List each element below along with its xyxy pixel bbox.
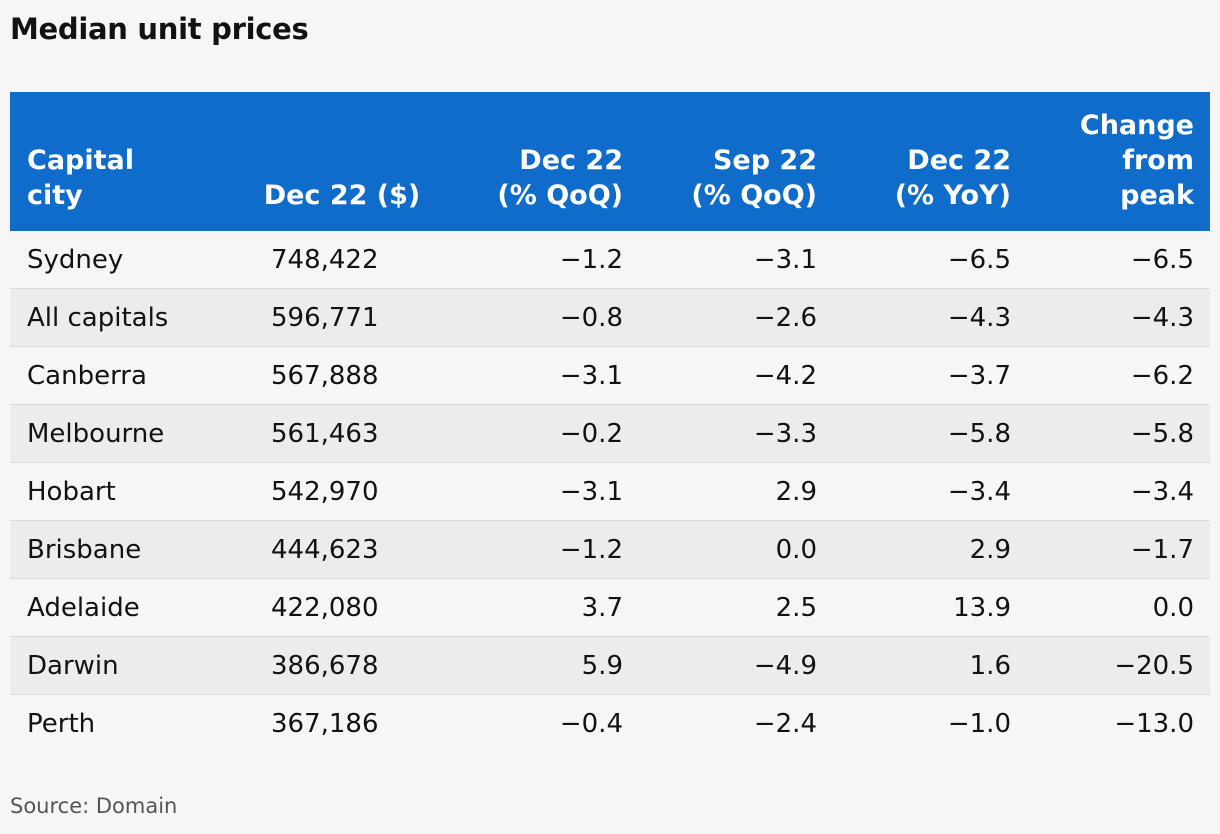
cell-capital-city: Perth (10, 694, 252, 752)
cell-change-from-peak: 0.0 (1011, 578, 1210, 637)
cell-capital-city: Canberra (10, 346, 252, 405)
table-row: All capitals 596,771 −0.8 −2.6 −4.3 −4.3 (10, 288, 1210, 347)
cell-capital-city: Hobart (10, 462, 252, 521)
cell-sep22-qoq: 2.9 (623, 462, 817, 521)
cell-dec22-price: 561,463 (252, 404, 432, 463)
table-body: Sydney 748,422 −1.2 −3.1 −6.5 −6.5 All capital… (10, 231, 1210, 752)
cell-sep22-qoq: −2.6 (623, 288, 817, 347)
column-header-line: (% QoQ) (691, 180, 817, 211)
column-header-line: from (1122, 145, 1194, 176)
column-header-line: Dec 22 (907, 145, 1011, 176)
column-header-line: (% YoY) (894, 180, 1011, 211)
cell-dec22-price: 422,080 (252, 578, 432, 637)
cell-dec22-qoq: −3.1 (432, 346, 623, 405)
chart-title: Median unit prices (10, 12, 309, 46)
table-row: Canberra 567,888 −3.1 −4.2 −3.7 −6.2 (10, 346, 1210, 405)
cell-dec22-qoq: −1.2 (432, 520, 623, 579)
cell-capital-city: Melbourne (10, 404, 252, 463)
cell-change-from-peak: −6.2 (1011, 346, 1210, 405)
cell-change-from-peak: −6.5 (1011, 231, 1210, 289)
cell-change-from-peak: −5.8 (1011, 404, 1210, 463)
column-header-line: city (27, 180, 83, 211)
cell-sep22-qoq: 0.0 (623, 520, 817, 579)
cell-dec22-yoy: −1.0 (817, 694, 1011, 752)
table-row: Hobart 542,970 −3.1 2.9 −3.4 −3.4 (10, 462, 1210, 521)
cell-sep22-qoq: −4.9 (623, 636, 817, 695)
source-note: Source: Domain (10, 794, 178, 818)
cell-change-from-peak: −20.5 (1011, 636, 1210, 695)
cell-dec22-yoy: 1.6 (817, 636, 1011, 695)
cell-dec22-price: 444,623 (252, 520, 432, 579)
cell-dec22-yoy: 13.9 (817, 578, 1011, 637)
cell-dec22-qoq: 3.7 (432, 578, 623, 637)
cell-dec22-yoy: 2.9 (817, 520, 1011, 579)
cell-dec22-price: 596,771 (252, 288, 432, 347)
column-header-dec22-yoy: Dec 22 (% YoY) (817, 92, 1011, 231)
cell-dec22-yoy: −3.7 (817, 346, 1011, 405)
column-header-line: Dec 22 (519, 145, 623, 176)
cell-dec22-qoq: 5.9 (432, 636, 623, 695)
column-header-line: Dec 22 ($) (263, 180, 421, 211)
cell-dec22-price: 542,970 (252, 462, 432, 521)
cell-sep22-qoq: −4.2 (623, 346, 817, 405)
cell-capital-city: Sydney (10, 231, 252, 289)
cell-capital-city: Adelaide (10, 578, 252, 637)
cell-dec22-qoq: −3.1 (432, 462, 623, 521)
cell-dec22-qoq: −0.8 (432, 288, 623, 347)
column-header-line: Change (1079, 110, 1194, 141)
table-row: Brisbane 444,623 −1.2 0.0 2.9 −1.7 (10, 520, 1210, 579)
cell-dec22-price: 367,186 (252, 694, 432, 752)
cell-dec22-price: 748,422 (252, 231, 432, 289)
cell-sep22-qoq: 2.5 (623, 578, 817, 637)
table-row: Sydney 748,422 −1.2 −3.1 −6.5 −6.5 (10, 231, 1210, 289)
cell-sep22-qoq: −2.4 (623, 694, 817, 752)
cell-change-from-peak: −4.3 (1011, 288, 1210, 347)
cell-change-from-peak: −13.0 (1011, 694, 1210, 752)
cell-dec22-yoy: −4.3 (817, 288, 1011, 347)
table-header: Capital city Dec 22 ($) Dec 22 (% QoQ) Sep 22… (10, 92, 1210, 231)
table-row: Melbourne 561,463 −0.2 −3.3 −5.8 −5.8 (10, 404, 1210, 463)
cell-capital-city: All capitals (10, 288, 252, 347)
column-header-line: peak (1120, 180, 1194, 211)
column-header-line: Capital (27, 145, 134, 176)
column-header-line: (% QoQ) (497, 180, 623, 211)
cell-capital-city: Brisbane (10, 520, 252, 579)
cell-change-from-peak: −1.7 (1011, 520, 1210, 579)
cell-dec22-qoq: −0.4 (432, 694, 623, 752)
data-table: Capital city Dec 22 ($) Dec 22 (% QoQ) Sep 22… (10, 92, 1210, 752)
cell-dec22-yoy: −5.8 (817, 404, 1011, 463)
column-header-dec22-price: Dec 22 ($) (252, 92, 432, 231)
table-row: Perth 367,186 −0.4 −2.4 −1.0 −13.0 (10, 694, 1210, 752)
cell-dec22-price: 567,888 (252, 346, 432, 405)
table-row: Adelaide 422,080 3.7 2.5 13.9 0.0 (10, 578, 1210, 637)
cell-capital-city: Darwin (10, 636, 252, 695)
cell-dec22-qoq: −1.2 (432, 231, 623, 289)
column-header-capital-city: Capital city (10, 92, 252, 231)
table-row: Darwin 386,678 5.9 −4.9 1.6 −20.5 (10, 636, 1210, 695)
cell-dec22-yoy: −3.4 (817, 462, 1011, 521)
cell-sep22-qoq: −3.1 (623, 231, 817, 289)
cell-dec22-qoq: −0.2 (432, 404, 623, 463)
cell-dec22-yoy: −6.5 (817, 231, 1011, 289)
column-header-change-from-peak: Change from peak (1011, 92, 1210, 231)
cell-change-from-peak: −3.4 (1011, 462, 1210, 521)
column-header-line: Sep 22 (712, 145, 817, 176)
column-header-sep22-qoq: Sep 22 (% QoQ) (623, 92, 817, 231)
cell-sep22-qoq: −3.3 (623, 404, 817, 463)
header-row: Capital city Dec 22 ($) Dec 22 (% QoQ) Sep 22… (10, 92, 1210, 231)
cell-dec22-price: 386,678 (252, 636, 432, 695)
column-header-dec22-qoq: Dec 22 (% QoQ) (432, 92, 623, 231)
